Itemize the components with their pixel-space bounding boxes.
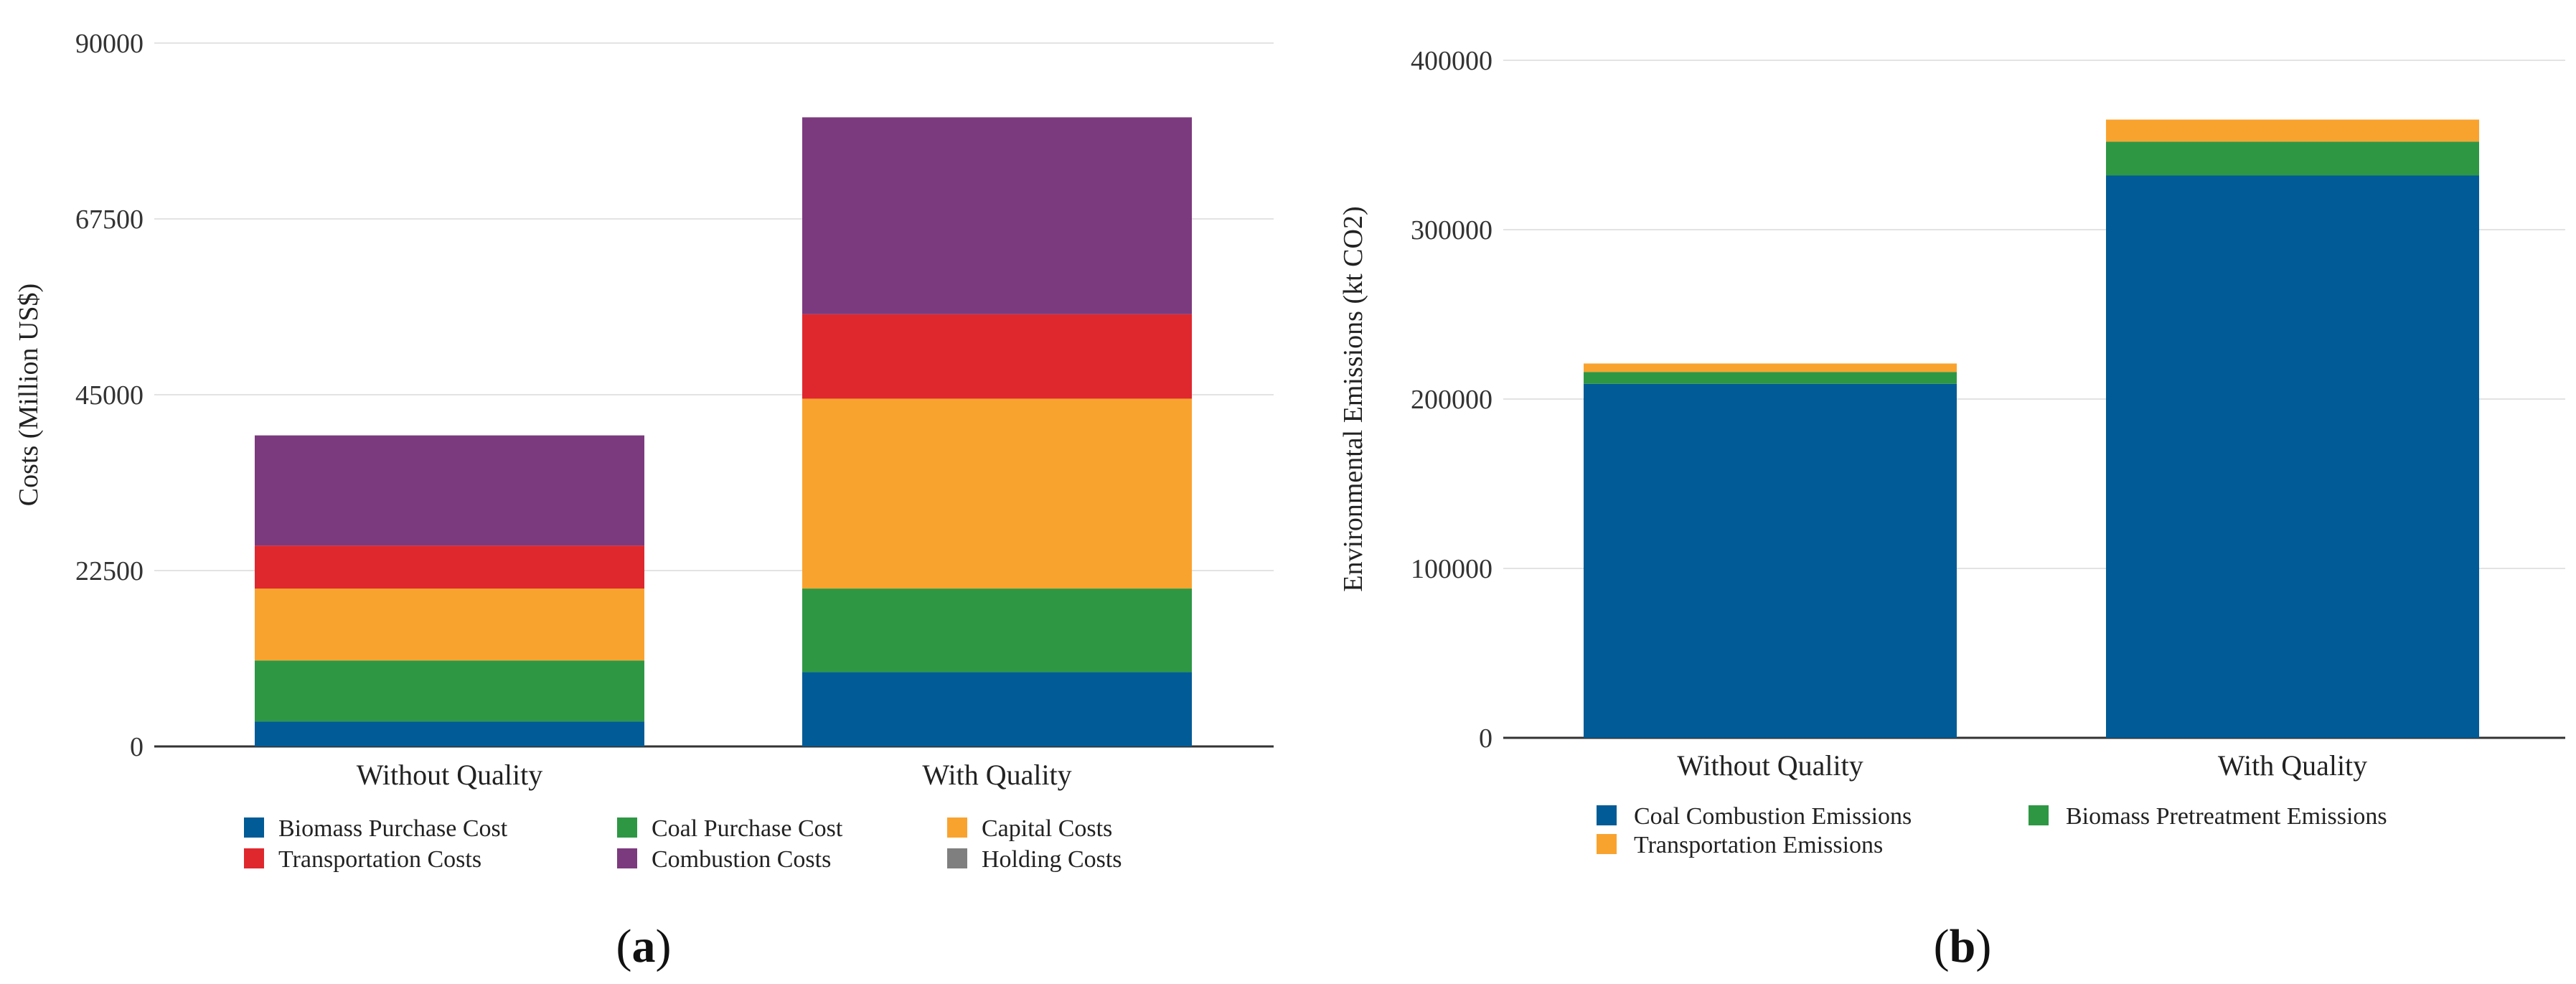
emissions-legend-label-coal-combustion-emissions: Coal Combustion Emissions xyxy=(1634,803,1912,830)
emissions-legend-swatch-biomass-pretreatment-emissions xyxy=(2029,805,2049,825)
costs-bar-capital-costs-with-quality xyxy=(802,398,1192,589)
emissions-legend-swatch-coal-combustion-emissions xyxy=(1597,805,1617,825)
costs-y-tick-label: 67500 xyxy=(75,205,144,235)
costs-legend-swatch-holding-costs xyxy=(947,848,967,868)
panel-label-a: (a) xyxy=(616,920,672,973)
costs-bar-transportation-costs-without-quality xyxy=(255,545,644,589)
costs-legend: Biomass Purchase Cost Coal Purchase Cost C… xyxy=(244,815,1122,873)
emissions-y-tick-label: 200000 xyxy=(1411,385,1493,415)
panel-letter-a: a xyxy=(632,920,656,973)
emissions-legend: Coal Combustion Emissions Biomass Pretrea… xyxy=(1597,803,2387,858)
emissions-bar-coal-combustion-emissions-without-quality xyxy=(1584,383,1957,738)
costs-legend-swatch-capital-costs xyxy=(947,817,967,838)
costs-y-tick-label: 0 xyxy=(130,732,144,762)
emissions-category-label: With Quality xyxy=(2218,749,2367,782)
costs-bar-coal-purchase-cost-without-quality xyxy=(255,660,644,722)
costs-bar-biomass-purchase-cost-with-quality xyxy=(802,672,1192,746)
panel-label-b: (b) xyxy=(1934,920,1992,973)
costs-legend-label-transportation-costs: Transportation Costs xyxy=(278,846,481,873)
emissions-y-tick-label: 0 xyxy=(1479,723,1493,754)
costs-bar-biomass-purchase-cost-without-quality xyxy=(255,721,644,746)
costs-bar-combustion-costs-with-quality xyxy=(802,117,1192,314)
costs-legend-swatch-combustion-costs xyxy=(617,848,637,868)
costs-y-tick-label: 45000 xyxy=(75,380,144,411)
costs-category-label: Without Quality xyxy=(357,759,542,791)
costs-y-tick-label: 22500 xyxy=(75,556,144,586)
costs-y-axis-title: Costs (Million US$) xyxy=(14,284,44,506)
emissions-bars xyxy=(1584,119,2479,739)
emissions-chart: 0 100000 200000 300000 400000 Without Qualit… xyxy=(1338,46,2565,973)
emissions-legend-swatch-transportation-emissions xyxy=(1597,834,1617,854)
emissions-y-tick-label: 300000 xyxy=(1411,215,1493,245)
emissions-legend-label-transportation-emissions: Transportation Emissions xyxy=(1634,832,1883,858)
costs-legend-swatch-biomass-purchase-cost xyxy=(244,817,264,838)
emissions-y-tick-label: 100000 xyxy=(1411,554,1493,584)
emissions-x-categories: Without Quality With Quality xyxy=(1677,749,2367,782)
emissions-category-label: Without Quality xyxy=(1677,749,1863,782)
emissions-y-axis-title: Environmental Emissions (kt CO2) xyxy=(1338,206,1368,591)
emissions-bar-coal-combustion-emissions-with-quality xyxy=(2106,175,2479,739)
emissions-bar-transportation-emissions-without-quality xyxy=(1584,363,1957,372)
costs-bar-transportation-costs-with-quality xyxy=(802,314,1192,399)
costs-bars xyxy=(255,117,1192,746)
costs-bar-combustion-costs-without-quality xyxy=(255,435,644,546)
emissions-y-ticks: 0 100000 200000 300000 400000 xyxy=(1411,46,1493,754)
emissions-bar-biomass-pretreatment-emissions-with-quality xyxy=(2106,141,2479,176)
costs-legend-label-holding-costs: Holding Costs xyxy=(982,846,1122,873)
costs-bar-coal-purchase-cost-with-quality xyxy=(802,589,1192,673)
panel-letter-b: b xyxy=(1950,920,1976,973)
costs-y-tick-label: 90000 xyxy=(75,29,144,59)
costs-y-ticks: 0 22500 45000 67500 90000 xyxy=(75,29,144,762)
emissions-y-tick-label: 400000 xyxy=(1411,46,1493,76)
costs-category-label: With Quality xyxy=(922,759,1071,791)
costs-legend-label-combustion-costs: Combustion Costs xyxy=(652,846,831,873)
costs-legend-swatch-coal-purchase-cost xyxy=(617,817,637,838)
costs-bar-capital-costs-without-quality xyxy=(255,589,644,661)
costs-x-categories: Without Quality With Quality xyxy=(357,759,1072,791)
costs-legend-label-biomass-purchase-cost: Biomass Purchase Cost xyxy=(278,815,508,842)
costs-legend-swatch-transportation-costs xyxy=(244,848,264,868)
emissions-bar-transportation-emissions-with-quality xyxy=(2106,119,2479,142)
costs-legend-label-coal-purchase-cost: Coal Purchase Cost xyxy=(652,815,843,842)
emissions-legend-label-biomass-pretreatment-emissions: Biomass Pretreatment Emissions xyxy=(2066,803,2387,830)
emissions-bar-biomass-pretreatment-emissions-without-quality xyxy=(1584,372,1957,384)
costs-legend-label-capital-costs: Capital Costs xyxy=(982,815,1112,842)
